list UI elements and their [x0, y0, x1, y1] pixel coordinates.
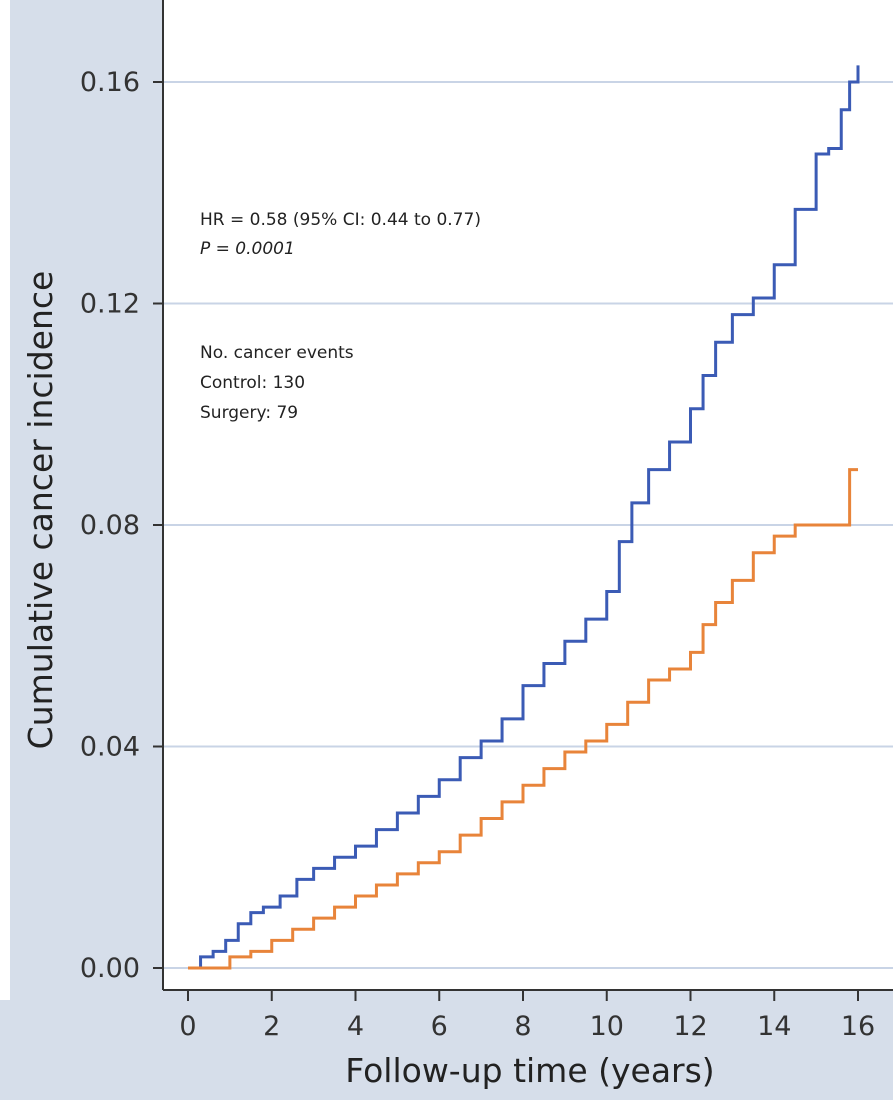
x-tick-label: 10 — [590, 1011, 624, 1042]
x-tick-label: 6 — [431, 1011, 448, 1042]
y-tick-label: 0.04 — [80, 732, 140, 763]
annotation-hazard-ratio: HR = 0.58 (95% CI: 0.44 to 0.77) — [200, 210, 481, 230]
x-tick-label: 12 — [673, 1011, 707, 1042]
y-axis-label: Cumulative cancer incidence — [21, 271, 60, 750]
x-tick-label: 8 — [514, 1011, 531, 1042]
y-ticks: 0.00 0.04 0.08 0.12 0.16 — [80, 67, 163, 984]
adjacent-plot-edge — [0, 0, 10, 1000]
y-tick-label: 0.12 — [80, 289, 140, 320]
plot-area — [163, 0, 893, 990]
x-tick-label: 14 — [757, 1011, 791, 1042]
x-tick-label: 2 — [263, 1011, 280, 1042]
y-tick-label: 0.08 — [80, 510, 140, 541]
x-tick-label: 16 — [841, 1011, 875, 1042]
y-tick-label: 0.00 — [80, 953, 140, 984]
x-ticks: 0 2 4 6 8 10 12 14 16 — [179, 990, 875, 1042]
y-tick-label: 0.16 — [80, 67, 140, 98]
x-tick-label: 0 — [179, 1011, 196, 1042]
x-axis-label: Follow-up time (years) — [345, 1051, 714, 1090]
annotation-surgery-count: Surgery: 79 — [200, 403, 298, 423]
annotation-control-count: Control: 130 — [200, 373, 305, 393]
gridlines — [163, 81, 893, 969]
series-line-surgery — [188, 468, 858, 970]
annotation-events-heading: No. cancer events — [200, 343, 354, 363]
annotation-p-value: P = 0.0001 — [200, 239, 295, 259]
series-line-control — [188, 65, 860, 970]
series-group — [188, 65, 860, 970]
x-tick-label: 4 — [347, 1011, 364, 1042]
